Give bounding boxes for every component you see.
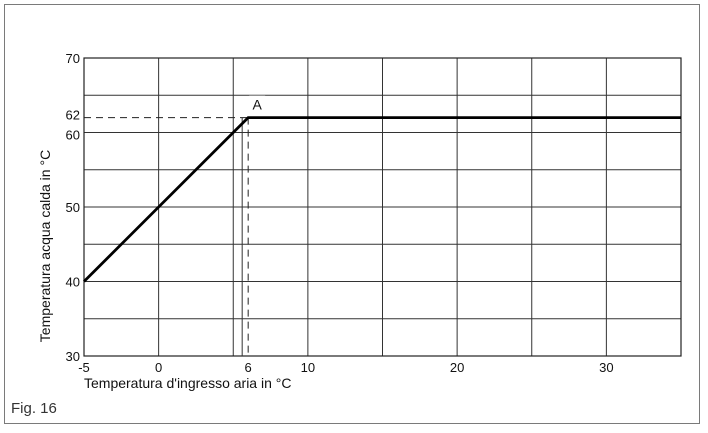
x-tick-label: 30 (599, 360, 613, 375)
x-tick-label: 0 (155, 360, 162, 375)
y-tick-label: 40 (66, 275, 80, 290)
y-tick-label: 70 (66, 51, 80, 66)
x-tick-label: 6 (245, 360, 252, 375)
x-tick-label: 10 (301, 360, 315, 375)
y-tick-label: 50 (66, 200, 80, 215)
x-tick-label: -5 (78, 360, 90, 375)
y-tick-label: 60 (66, 128, 80, 143)
series-line (83, 116, 681, 283)
plot-border (83, 57, 682, 357)
y-tick-labels: 30 40 50 60 62 70 (66, 51, 80, 364)
x-axis-label: Temperatura d'ingresso aria in °C (84, 375, 291, 391)
y-axis-label: Temperatura acqua calda in °C (37, 150, 53, 342)
annotations: A (249, 95, 266, 114)
annotation-label: A (253, 97, 263, 113)
y-tick-label: 62 (66, 108, 80, 123)
figure-caption: Fig. 16 (11, 400, 57, 417)
reference-lines (84, 117, 249, 356)
x-tick-labels: -5 0 6 10 20 30 (78, 360, 613, 375)
annotation-background (249, 95, 266, 114)
grid (83, 57, 682, 357)
x-tick-label: 20 (450, 360, 464, 375)
series (83, 116, 681, 283)
figure-frame (4, 4, 700, 424)
y-tick-label: 30 (66, 349, 80, 364)
